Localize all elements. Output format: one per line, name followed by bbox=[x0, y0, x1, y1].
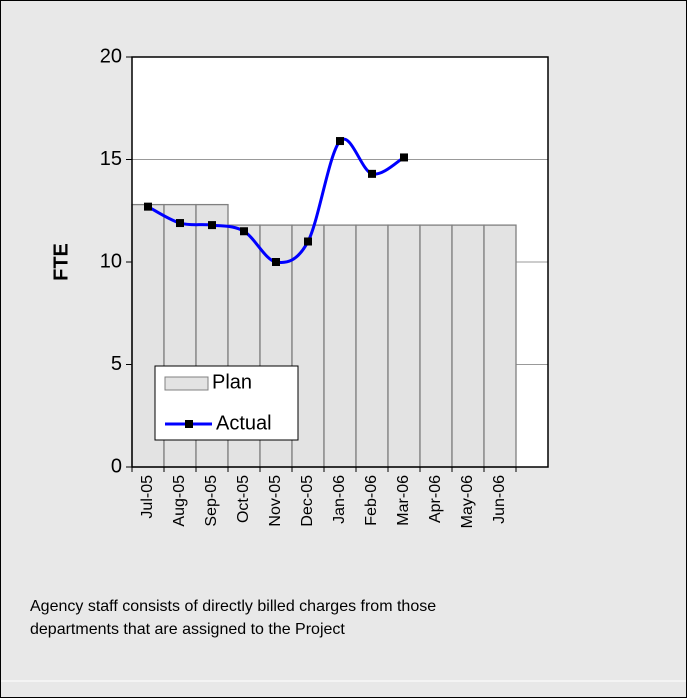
x-tick-label: Oct-05 bbox=[235, 475, 252, 523]
y-tick-label: 0 bbox=[111, 455, 122, 477]
line bbox=[147, 137, 405, 264]
y-axis-label: FTE bbox=[50, 243, 72, 281]
marker bbox=[144, 202, 152, 211]
marker bbox=[336, 137, 344, 146]
y-tick-label: 15 bbox=[100, 148, 122, 170]
marker bbox=[400, 153, 408, 162]
plot-border bbox=[131, 56, 549, 468]
y-tick-label: 5 bbox=[111, 353, 122, 375]
marker bbox=[272, 258, 280, 266]
bar bbox=[387, 224, 421, 468]
bar bbox=[323, 224, 357, 468]
bar bbox=[355, 224, 389, 468]
x-tick-label: Aug-05 bbox=[171, 475, 188, 527]
bar bbox=[451, 224, 485, 468]
marker bbox=[208, 221, 216, 230]
marker bbox=[176, 219, 184, 228]
plot: 0 5 10 15 20 Jul-05 Aug-05 Sep-05 Oct-05 Nov-05 De… bbox=[100, 45, 549, 528]
legend-swatch-marker bbox=[185, 420, 193, 428]
x-tick-label: Jan-06 bbox=[331, 475, 348, 524]
x-tick-label: Jul-05 bbox=[139, 475, 156, 519]
note: Agency staff consists of directly billed… bbox=[30, 598, 436, 638]
legend-swatch bbox=[164, 376, 209, 391]
bar bbox=[483, 224, 517, 468]
marker bbox=[368, 169, 376, 178]
x-tick-label: Dec-05 bbox=[299, 475, 316, 527]
y-tick-label: 10 bbox=[100, 250, 122, 272]
marker bbox=[304, 237, 312, 246]
x-tick-label: Mar-06 bbox=[395, 475, 412, 526]
bar bbox=[419, 224, 453, 468]
y-tick-label: 20 bbox=[100, 45, 122, 67]
x-tick-label: May-06 bbox=[459, 475, 476, 528]
legend-label: Plan bbox=[212, 371, 252, 393]
x-tick-label: Sep-05 bbox=[203, 475, 220, 527]
legend-label: Actual bbox=[216, 412, 272, 434]
x-tick-label: Apr-06 bbox=[427, 475, 444, 523]
x-tick-label: Feb-06 bbox=[363, 475, 380, 526]
marker bbox=[240, 227, 248, 236]
x-tick-label: Jun-06 bbox=[491, 475, 508, 524]
x-tick-label: Nov-05 bbox=[267, 475, 284, 527]
